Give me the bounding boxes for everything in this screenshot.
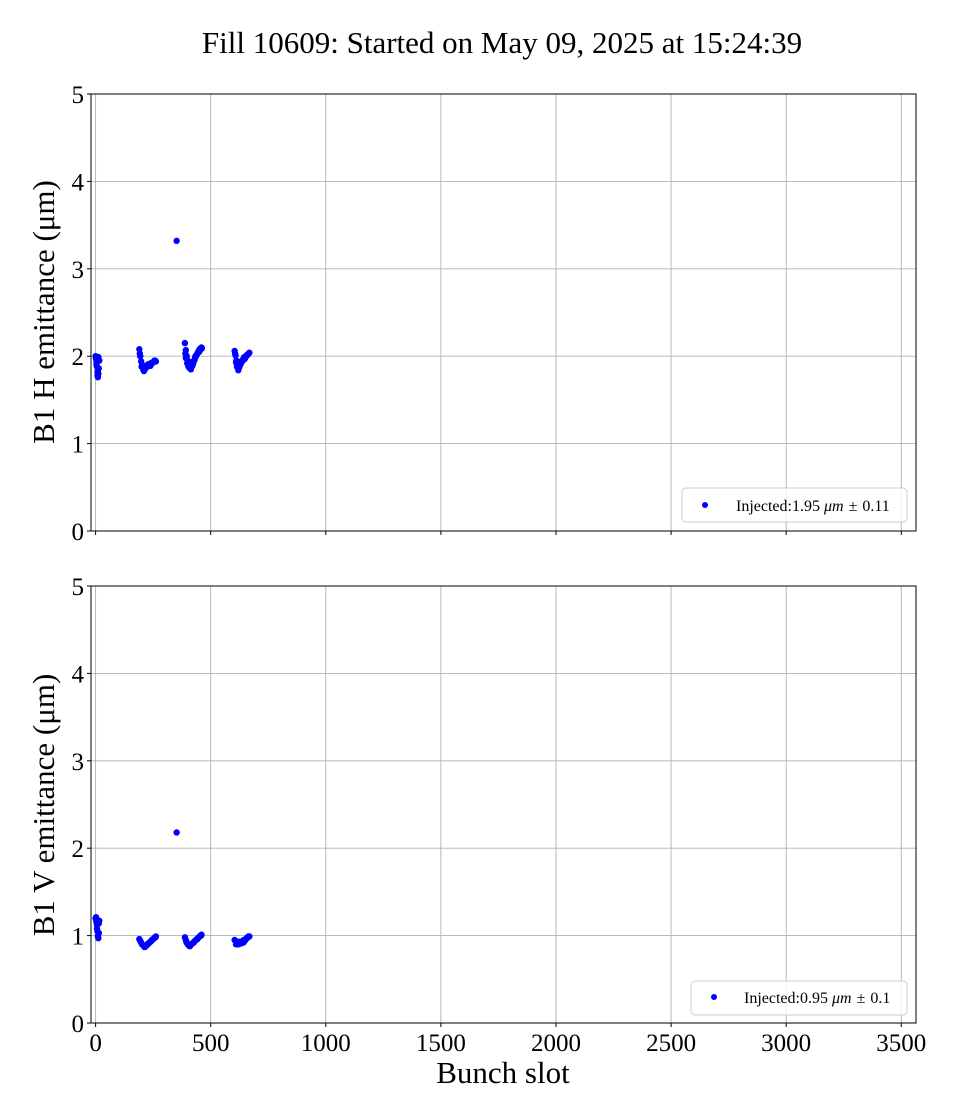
data-point (182, 354, 190, 362)
legend-label-prefix: Injected: (736, 498, 792, 515)
legend-label-value: 1.95 (792, 498, 820, 515)
data-point (236, 362, 243, 370)
y-tick-label: 3 (72, 749, 85, 776)
legend-box (681, 487, 908, 523)
axis-ticks: 0 1 2 3 4 5 (72, 82, 902, 546)
y-tick-label: 1 (72, 432, 85, 459)
legend-label-err: 0.1 (870, 990, 890, 1007)
legend-label-unit: μm (831, 990, 852, 1007)
x-tick-label: 2500 (646, 1030, 696, 1057)
y-tick-label: 3 (72, 257, 85, 284)
panel-b1-h-emittance: 0 1 2 3 4 5 B1 H emittance (μm) Injected:1.95… (26, 82, 917, 546)
legend-label-pm: ± (849, 498, 858, 515)
y-tick-label: 2 (72, 344, 85, 371)
legend-marker (702, 502, 708, 508)
legend: Injected:1.95 μm ±0.11 (681, 487, 908, 523)
y-tick-label: 4 (72, 661, 85, 688)
data-points (92, 237, 253, 381)
y-tick-label: 0 (72, 1011, 85, 1038)
y-tick-label: 5 (72, 574, 85, 601)
figure-title: Fill 10609: Started on May 09, 2025 at 1… (202, 25, 802, 60)
x-tick-label: 3000 (761, 1030, 811, 1057)
data-point (240, 356, 247, 363)
x-tick-label: 0 (89, 1030, 102, 1057)
data-point (243, 935, 251, 942)
data-point (93, 925, 101, 932)
data-point (181, 339, 189, 347)
data-point (151, 357, 158, 364)
legend-box (690, 980, 908, 1016)
data-point (136, 350, 144, 357)
plot-frame (90, 93, 917, 532)
y-axis-label: B1 V emittance (μm) (26, 674, 61, 937)
x-axis-label: Bunch slot (436, 1055, 570, 1090)
legend-label-value: 0.95 (800, 990, 828, 1007)
y-tick-label: 0 (72, 519, 85, 546)
data-point (231, 350, 239, 357)
x-tick-label: 500 (192, 1030, 230, 1057)
legend-label-unit: μm (823, 498, 844, 515)
x-tick-label: 1000 (301, 1030, 351, 1057)
x-tick-label: 2000 (531, 1030, 581, 1057)
data-point (183, 938, 190, 945)
data-point (240, 939, 247, 946)
data-point (95, 353, 102, 361)
grid-lines (91, 93, 916, 532)
data-point (92, 914, 100, 921)
y-axis-label: B1 H emittance (μm) (26, 180, 61, 444)
y-tick-label: 4 (72, 169, 85, 196)
data-point (173, 829, 180, 836)
data-point (93, 361, 100, 369)
data-point (197, 932, 205, 939)
data-point (195, 348, 203, 356)
data-point (94, 372, 101, 379)
data-point (94, 366, 102, 374)
x-tick-label: 1500 (416, 1030, 466, 1057)
data-point (94, 933, 102, 940)
axis-ticks: 0 500 1000 1500 2000 2500 3000 3500 0 1 2 3 4 5 (72, 574, 927, 1057)
y-tick-label: 2 (72, 836, 85, 863)
legend-label-pm: ± (857, 990, 866, 1007)
data-points (92, 829, 253, 951)
legend-label: Injected:1.95 μm ±0.11 (736, 498, 890, 515)
legend-label: Injected:0.95 μm ±0.1 (744, 990, 890, 1007)
grid-lines (91, 585, 916, 1024)
legend-marker (711, 994, 717, 1000)
data-point (243, 352, 251, 359)
data-point (95, 920, 103, 927)
data-point (152, 934, 159, 941)
legend-label-prefix: Injected: (744, 990, 800, 1007)
y-tick-label: 1 (72, 924, 85, 951)
data-point (188, 359, 196, 366)
y-tick-label: 5 (72, 82, 85, 109)
data-point (192, 353, 199, 360)
legend-label-err: 0.11 (862, 498, 889, 515)
legend: Injected:0.95 μm ±0.1 (690, 980, 908, 1016)
data-point (173, 237, 180, 245)
plot-frame (90, 585, 917, 1024)
panel-b1-v-emittance: 0 500 1000 1500 2000 2500 3000 3500 0 1 2 3 4 5 B1 V … (26, 574, 926, 1090)
data-point (137, 938, 144, 945)
x-tick-label: 3500 (876, 1030, 926, 1057)
